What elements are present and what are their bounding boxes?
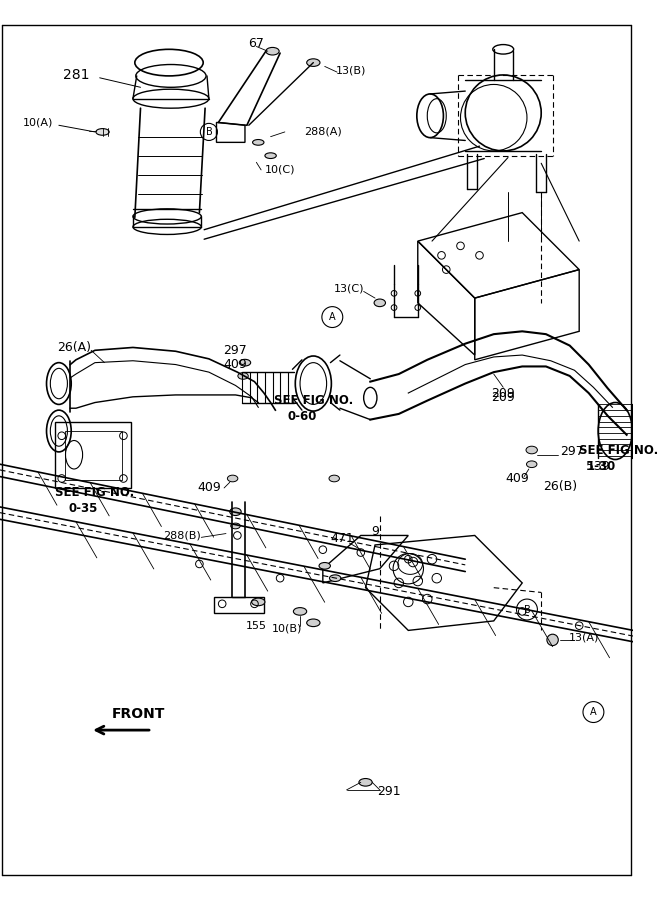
Ellipse shape <box>96 129 109 135</box>
Text: SEE FIG NO.: SEE FIG NO. <box>273 394 353 407</box>
Text: 291: 291 <box>378 786 401 798</box>
Ellipse shape <box>227 475 238 482</box>
Ellipse shape <box>229 508 241 516</box>
Ellipse shape <box>239 359 251 366</box>
Ellipse shape <box>251 598 265 606</box>
Text: 471: 471 <box>330 532 354 544</box>
Ellipse shape <box>238 373 248 379</box>
Text: 9: 9 <box>371 526 379 538</box>
Text: 539: 539 <box>586 460 610 473</box>
Ellipse shape <box>265 153 276 158</box>
Ellipse shape <box>231 523 240 529</box>
Text: SEE FIG NO.: SEE FIG NO. <box>55 486 135 500</box>
Text: 10(C): 10(C) <box>265 165 295 175</box>
Text: 297: 297 <box>223 344 247 356</box>
Text: 10(A): 10(A) <box>23 117 53 128</box>
Text: 13(B): 13(B) <box>336 65 366 76</box>
Ellipse shape <box>329 575 341 581</box>
Text: 409: 409 <box>223 358 247 371</box>
Ellipse shape <box>374 299 386 307</box>
Text: 0-35: 0-35 <box>69 502 98 516</box>
Text: 13(A): 13(A) <box>569 633 599 643</box>
Text: 155: 155 <box>246 621 267 631</box>
Ellipse shape <box>266 48 279 55</box>
Text: 297: 297 <box>560 446 584 458</box>
Text: FRONT: FRONT <box>112 707 165 721</box>
Text: B: B <box>524 605 530 615</box>
Text: 281: 281 <box>63 68 89 82</box>
Text: A: A <box>329 312 336 322</box>
Text: 26(A): 26(A) <box>57 341 91 354</box>
Ellipse shape <box>526 461 537 468</box>
Ellipse shape <box>319 562 330 569</box>
Text: SEE FIG NO.: SEE FIG NO. <box>579 444 658 456</box>
Text: A: A <box>590 707 597 717</box>
Text: 10(B): 10(B) <box>271 624 302 634</box>
Ellipse shape <box>307 619 320 626</box>
Text: 13(C): 13(C) <box>334 284 365 293</box>
Circle shape <box>547 634 558 645</box>
Ellipse shape <box>329 475 340 482</box>
Text: 288(A): 288(A) <box>304 127 342 137</box>
Text: 1-30: 1-30 <box>587 460 616 473</box>
Text: 409: 409 <box>506 472 530 485</box>
Text: B: B <box>205 127 212 137</box>
Text: 26(B): 26(B) <box>543 480 577 492</box>
Text: 67: 67 <box>248 37 264 50</box>
Ellipse shape <box>307 58 320 67</box>
Text: 0-60: 0-60 <box>287 410 317 423</box>
Ellipse shape <box>293 608 307 616</box>
Ellipse shape <box>253 140 264 145</box>
Text: 409: 409 <box>197 482 221 494</box>
Ellipse shape <box>359 778 372 786</box>
Ellipse shape <box>526 446 538 454</box>
Text: 288(B): 288(B) <box>163 530 201 541</box>
Text: 209: 209 <box>492 392 515 404</box>
Text: 209: 209 <box>492 386 515 400</box>
